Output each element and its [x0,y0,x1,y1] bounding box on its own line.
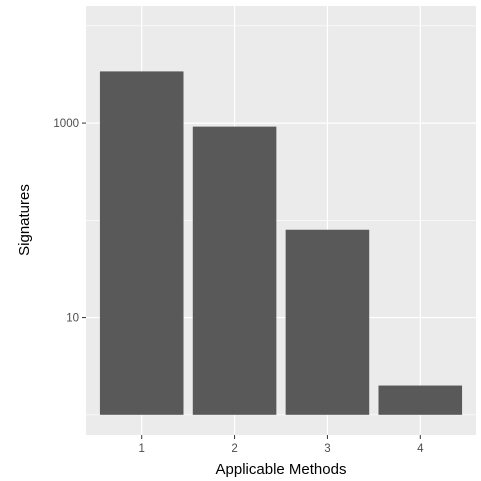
bar-4 [378,385,463,415]
bar-3 [285,229,370,415]
y-tick-label: 1000 [53,118,79,130]
bar-1 [99,71,184,415]
y-tick-label: 10 [66,313,79,325]
bars [99,71,463,415]
bar-2 [192,126,277,415]
x-tick-label: 1 [139,443,145,455]
x-tick-label: 3 [324,443,330,455]
x-tick-label: 2 [231,443,237,455]
x-axis-ticks: 1 2 3 4 [139,435,424,455]
x-axis-title: Applicable Methods [216,461,347,478]
y-axis-title: Signatures [16,184,33,256]
y-axis-ticks: 10 1000 [53,118,86,325]
x-tick-label: 4 [417,443,424,455]
